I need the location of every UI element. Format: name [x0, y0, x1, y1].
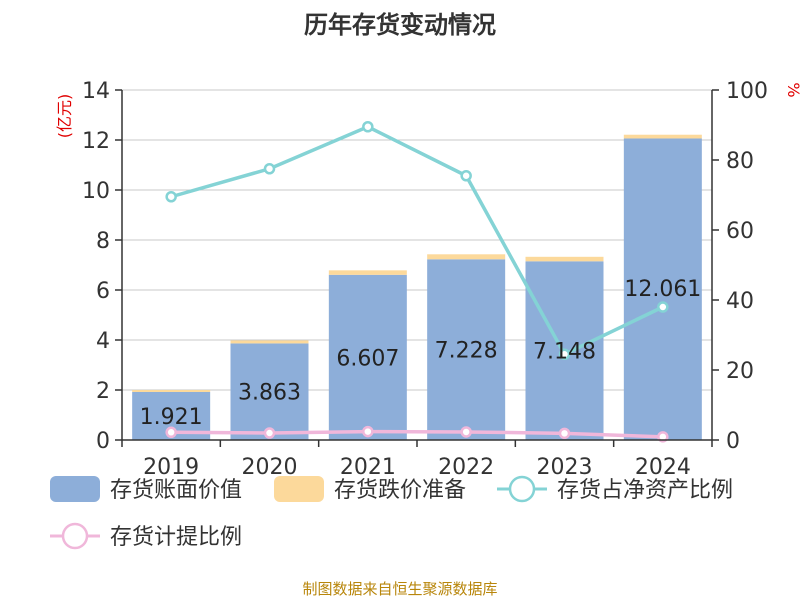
left-axis-unit: (亿元) [55, 94, 74, 139]
bar-book-value [623, 138, 702, 440]
right-tick-label: 100 [726, 79, 768, 104]
net-asset-ratio-point [558, 348, 571, 360]
legend-provision-ratio-label: 存货计提比例 [110, 525, 242, 550]
legend-impairment-label: 存货跌价准备 [334, 478, 466, 503]
provision-ratio-point [558, 427, 571, 440]
data-labels: 1.921 3.863 6.607 7.228 7.148 12.061 [140, 277, 702, 430]
bar-value-label: 1.921 [140, 405, 203, 430]
provision-ratio-point [165, 426, 177, 439]
provision-ratio-point [263, 427, 276, 439]
left-tick-label: 4 [96, 329, 110, 354]
left-tick-label: 14 [82, 79, 110, 104]
right-axis-unit: % [784, 82, 800, 97]
bar-impairment [525, 256, 604, 262]
bar-series [132, 134, 702, 440]
axes: 0 2 4 6 8 10 12 14 0 20 40 60 80 100 2019 2020 2021 2022 2… [82, 79, 768, 480]
bar-book-value [230, 343, 309, 440]
right-tick-label: 40 [726, 289, 754, 314]
source-note: 制图数据来自恒生聚源数据库 [302, 580, 497, 598]
bar-impairment [623, 134, 702, 139]
legend-book-value-label: 存货账面价值 [110, 478, 242, 503]
left-tick-label: 6 [96, 279, 110, 304]
left-tick-label: 12 [82, 129, 110, 154]
x-tick-label: 2022 [438, 455, 494, 480]
bar-value-label: 7.148 [533, 340, 596, 365]
net-asset-ratio-point [165, 191, 177, 203]
bar-impairment [230, 340, 309, 344]
gridlines [122, 89, 712, 391]
net-asset-ratio-point [362, 121, 374, 133]
right-tick-label: 0 [726, 429, 740, 454]
bar-value-label: 7.228 [435, 339, 498, 364]
legend-net-asset-ratio-label: 存货占净资产比例 [557, 478, 733, 503]
right-tick-label: 20 [726, 359, 754, 384]
chart-title: 历年存货变动情况 [304, 11, 496, 39]
net-asset-ratio-point [657, 301, 669, 313]
bar-impairment [427, 254, 506, 260]
net-asset-ratio-point [460, 170, 472, 182]
left-tick-label: 8 [96, 229, 110, 254]
bar-value-label: 12.061 [624, 277, 701, 302]
line-provision-ratio [171, 429, 663, 439]
left-tick-label: 2 [96, 379, 110, 404]
provision-ratio-point [657, 431, 669, 443]
line-net-asset-ratio [170, 124, 664, 357]
legend-book-value-swatch [50, 476, 100, 502]
right-tick-label: 80 [726, 149, 754, 174]
legend-impairment-swatch [274, 476, 324, 502]
net-asset-ratio-point [263, 163, 276, 175]
left-tick-label: 10 [82, 179, 110, 204]
x-tick-label: 2023 [537, 455, 593, 480]
bar-book-value [328, 274, 407, 440]
line-series [165, 121, 669, 443]
legend-provision-ratio-marker [61, 522, 89, 550]
x-tick-label: 2020 [242, 455, 298, 480]
provision-ratio-point [362, 425, 374, 438]
x-tick-label: 2024 [635, 455, 691, 480]
legend-net-asset-ratio-marker [508, 475, 536, 503]
provision-ratio-point [460, 426, 472, 438]
bar-impairment [328, 270, 407, 275]
bar-book-value [427, 259, 506, 440]
bar-impairment [132, 389, 211, 392]
x-tick-label: 2019 [143, 455, 199, 480]
right-tick-label: 60 [726, 219, 754, 244]
bar-value-label: 3.863 [238, 381, 301, 406]
bar-value-label: 6.607 [336, 346, 399, 371]
left-tick-label: 0 [96, 429, 110, 454]
x-tick-label: 2021 [340, 455, 396, 480]
